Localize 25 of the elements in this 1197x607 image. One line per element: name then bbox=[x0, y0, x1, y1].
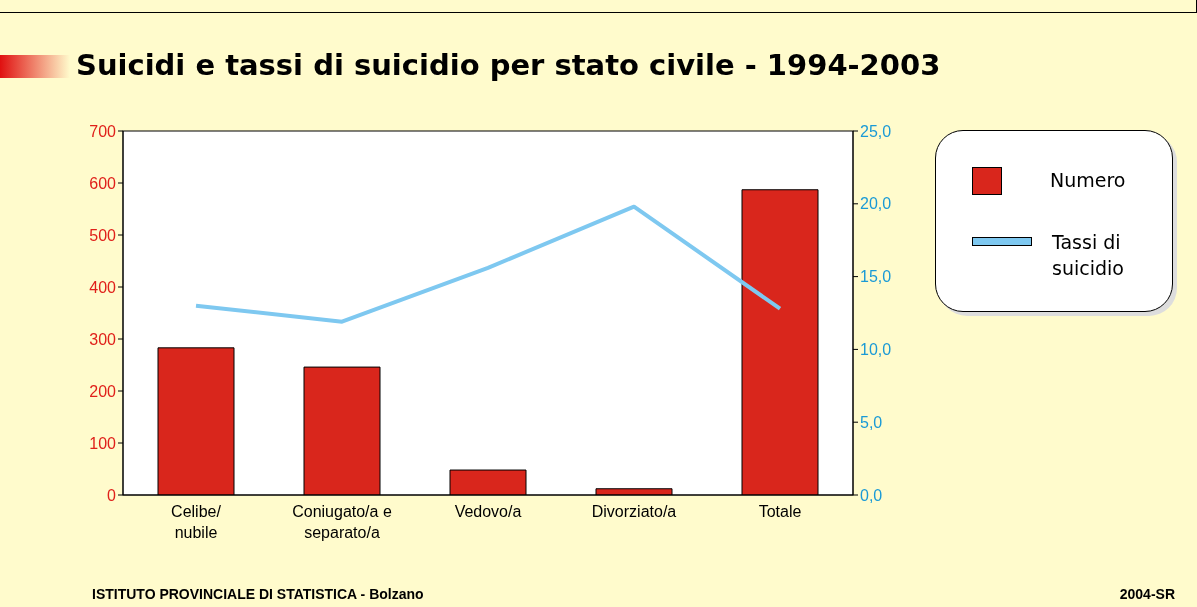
y-tick-label: 200 bbox=[89, 382, 117, 400]
line-series bbox=[194, 204, 782, 324]
text: Numero bbox=[1050, 168, 1127, 193]
legend-label: Tassi di suicidio bbox=[1052, 230, 1125, 281]
y-tick-label: 400 bbox=[89, 278, 117, 296]
y-tick-label: 500 bbox=[89, 226, 117, 244]
y-tick-label: 300 bbox=[89, 330, 117, 348]
text: ISTITUTO PROVINCIALE DI STATISTICA - Bolzano bbox=[92, 586, 424, 602]
y2-tick-label: 25,0 bbox=[860, 122, 892, 140]
text: 2004-SR bbox=[1119, 586, 1175, 602]
y2-tick-label: 15,0 bbox=[860, 268, 892, 286]
y2-tick-label: 5,0 bbox=[860, 413, 883, 431]
x-tick-label: Divorziato/a bbox=[591, 503, 677, 520]
y-tick-label: 0 bbox=[107, 486, 117, 504]
x-tick-label: Totale bbox=[758, 503, 802, 520]
x-tick-label: Vedovo/a bbox=[454, 503, 522, 520]
y2-tick-label: 20,0 bbox=[860, 195, 892, 213]
y2-tick-label: 10,0 bbox=[860, 341, 892, 359]
y-tick-label: 600 bbox=[89, 174, 117, 192]
x-tick-label: Celibe/ nubile bbox=[171, 503, 222, 541]
chart-title: Suicidi e tassi di suicidio per stato civile - 1994-2003 bbox=[76, 48, 941, 82]
x-tick-label: Coniugato/a e separato/a bbox=[292, 503, 392, 541]
y-tick-label: 700 bbox=[89, 122, 117, 140]
y2-tick-label: 0,0 bbox=[860, 486, 883, 504]
y-tick-label: 100 bbox=[89, 434, 117, 452]
